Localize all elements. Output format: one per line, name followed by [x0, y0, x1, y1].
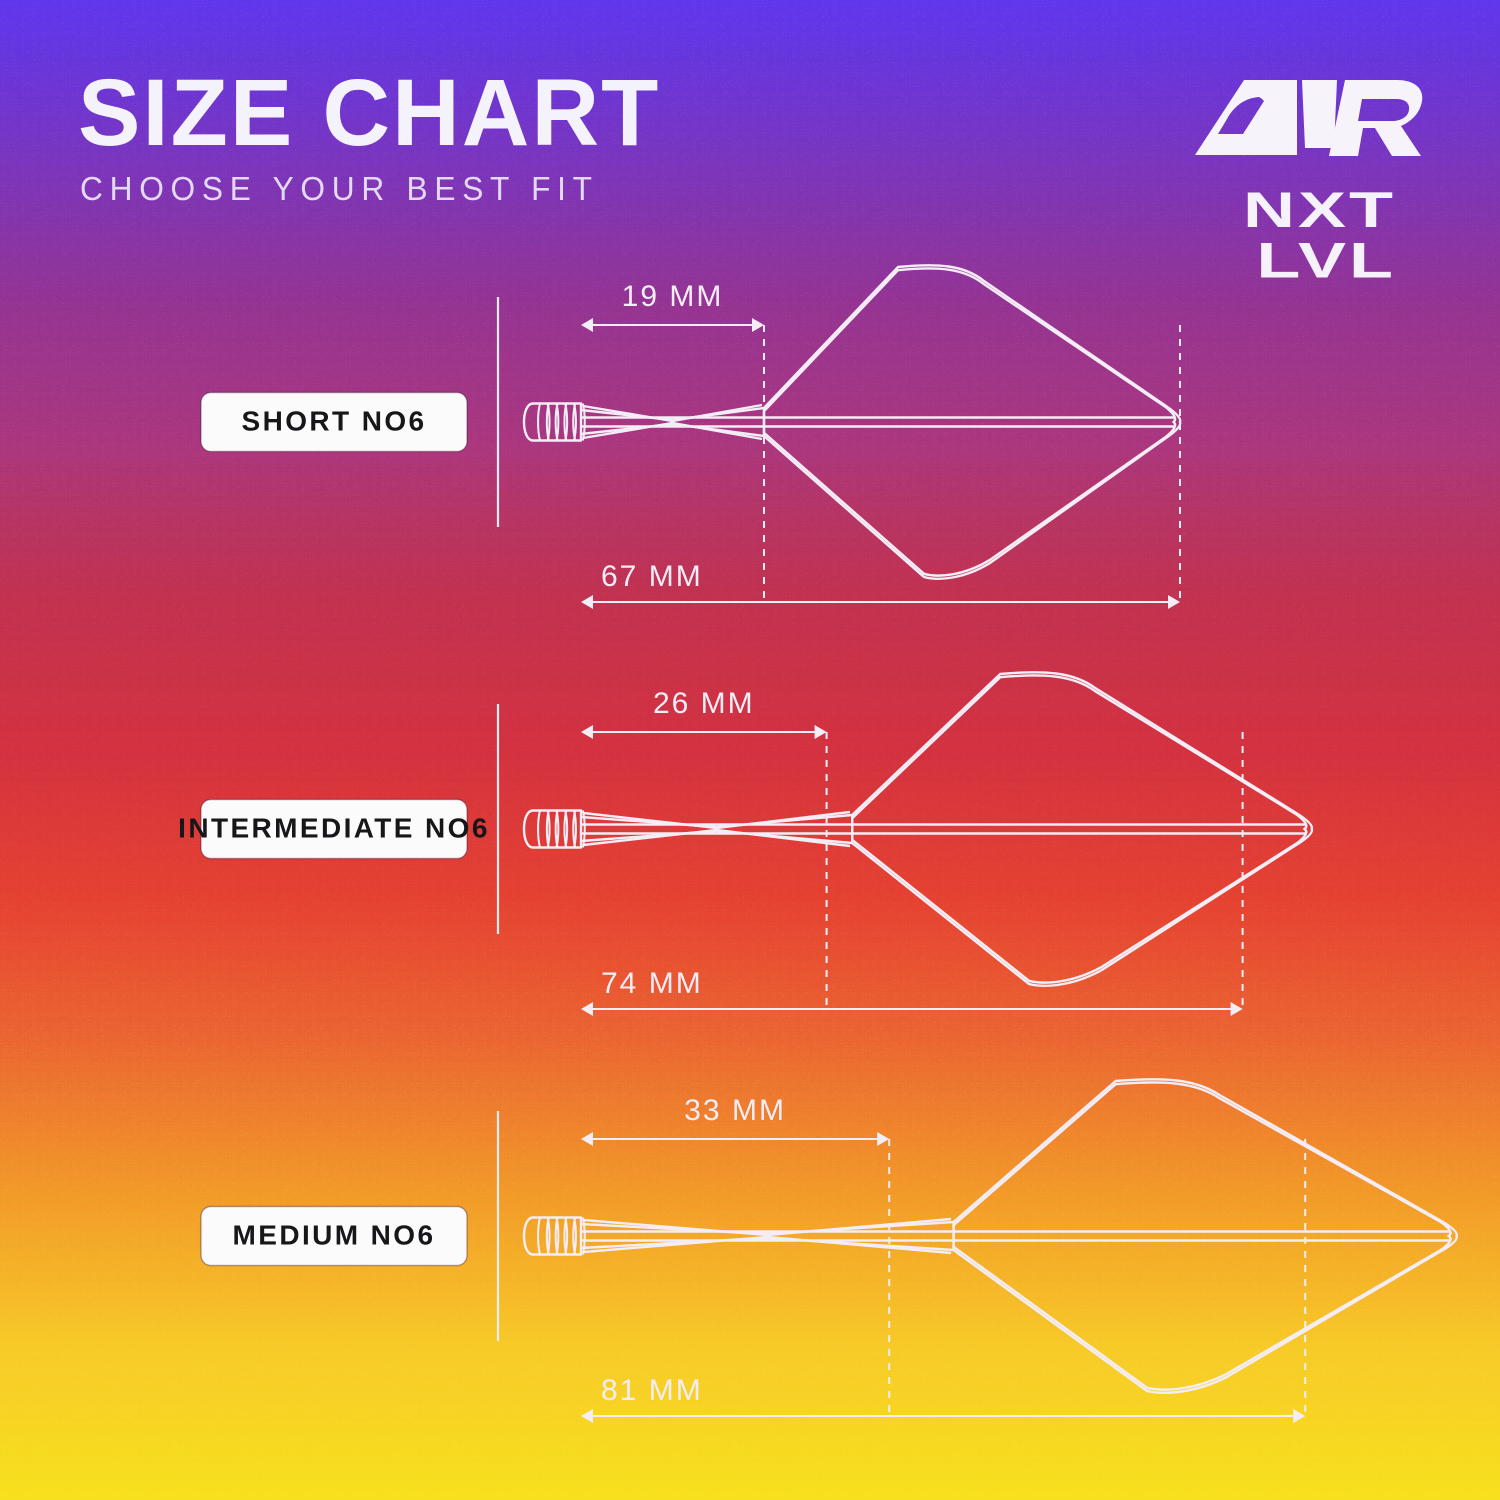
svg-text:81 MM: 81 MM — [601, 1374, 703, 1407]
svg-text:33 MM: 33 MM — [684, 1094, 786, 1127]
svg-text:67 MM: 67 MM — [601, 560, 703, 593]
svg-text:INTERMEDIATE NO6: INTERMEDIATE NO6 — [178, 812, 490, 843]
svg-text:19 MM: 19 MM — [622, 280, 724, 313]
svg-text:74 MM: 74 MM — [601, 967, 703, 1000]
svg-text:26 MM: 26 MM — [653, 687, 755, 720]
svg-text:MEDIUM NO6: MEDIUM NO6 — [233, 1219, 436, 1250]
svg-text:SHORT NO6: SHORT NO6 — [242, 405, 427, 436]
